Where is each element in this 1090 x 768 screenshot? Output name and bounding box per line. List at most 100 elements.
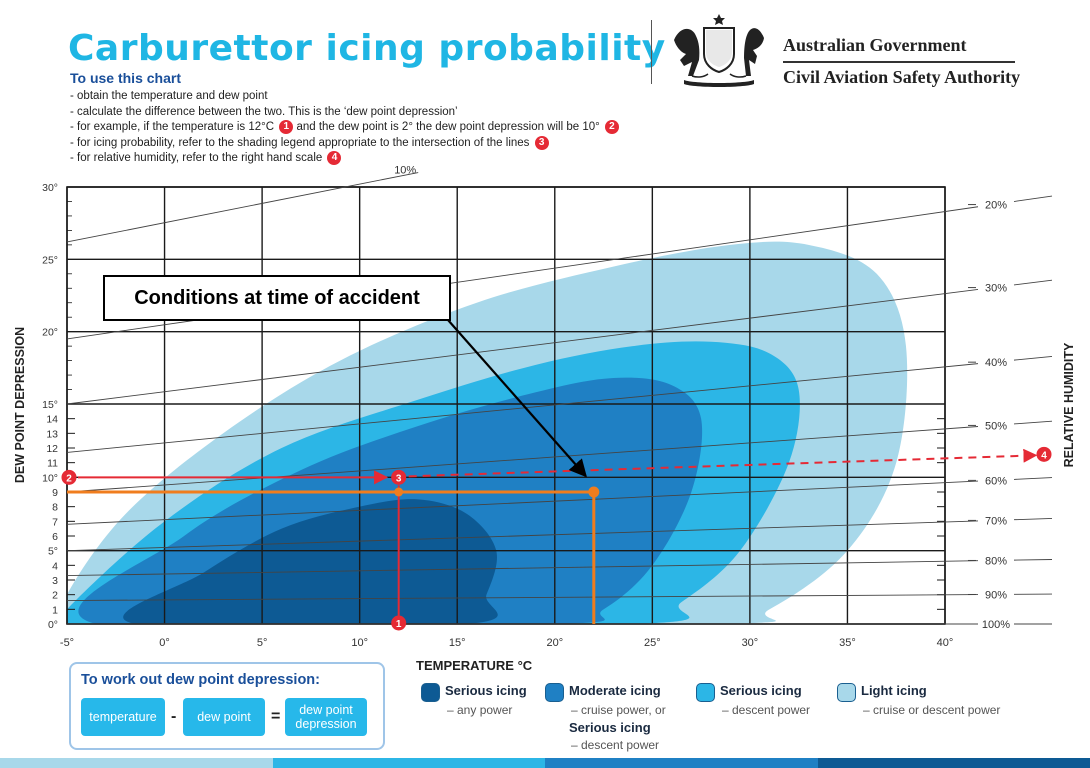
accident-point — [588, 486, 600, 498]
step-1: - obtain the temperature and dew point — [70, 90, 268, 102]
gov-name: Australian Government — [783, 35, 967, 55]
agency-name: Civil Aviation Safety Authority — [783, 67, 1021, 87]
step-4-text: - for icing probability, refer to the sh… — [70, 136, 530, 149]
x-tick-label: 40° — [937, 637, 954, 649]
icing-region-4 — [123, 499, 498, 624]
legend-sublabel-2: – descent power — [571, 738, 660, 752]
x-tick-label: 25° — [644, 637, 661, 649]
axis-ticks: -5° 0° 5° 10° 15° 20° 25° 30° 35° 40°0°12345°6789… — [42, 182, 953, 649]
step-3-text-b: and the dew point is 2° the dew point de… — [296, 121, 600, 134]
x-axis-title: TEMPERATURE °C — [416, 658, 533, 673]
humidity-line — [66, 560, 979, 577]
humidity-line — [66, 594, 979, 601]
humidity-label: 10% — [394, 165, 416, 177]
badge-4-label: 4 — [1041, 450, 1047, 461]
y-tick-label: 0° — [48, 619, 58, 631]
x-tick-label: 30° — [742, 637, 759, 649]
result-pill: dew point depression — [285, 698, 367, 736]
step-5-text: - for relative humidity, refer to the ri… — [70, 152, 323, 165]
badge-1 — [391, 615, 407, 631]
y-axis-title: DEW POINT DEPRESSION — [13, 327, 27, 483]
humidity-label: 30% — [985, 283, 1007, 295]
humidity-label: 100% — [982, 619, 1010, 631]
callout-arrow — [447, 319, 587, 478]
humidity-line-end — [1013, 518, 1053, 521]
humidity-label: 50% — [985, 420, 1007, 432]
result-line-1: dew point — [299, 703, 353, 717]
instruction-steps: - obtain the temperature and dew point -… — [70, 89, 619, 167]
y-tick-label: 25° — [42, 254, 58, 266]
y-tick-label: 14 — [46, 414, 58, 426]
badge-2-label: 2 — [66, 473, 72, 484]
marker-badge-2: 2 — [604, 120, 619, 135]
humidity-label: 80% — [985, 555, 1007, 567]
coat-of-arms-icon — [664, 10, 774, 97]
legend-label: Light icing — [861, 683, 927, 698]
humidity-label: 40% — [985, 357, 1007, 369]
dew-point-pill: dew point — [183, 698, 265, 736]
humidity-line — [66, 363, 979, 453]
x-tick-label: -5° — [60, 637, 74, 649]
page-title: Carburettor icing probability — [68, 28, 666, 69]
humidity-line-end — [1013, 477, 1053, 480]
x-tick-label: 20° — [546, 637, 563, 649]
marker-badge-1: 1 — [279, 120, 294, 135]
footer-segment — [272, 758, 545, 768]
footer-segment — [817, 758, 1090, 768]
legend-sublabel: – descent power — [722, 703, 811, 717]
callout-box — [103, 275, 451, 321]
temperature-pill: temperature — [81, 698, 165, 736]
humidity-line — [66, 426, 979, 493]
humidity-line — [66, 520, 979, 552]
chart-annotations: 1 2 3 4 Conditions at time of accident — [61, 275, 1052, 631]
humidity-label: 90% — [985, 589, 1007, 601]
equals-sign: = — [271, 708, 281, 725]
footer-segment — [0, 758, 273, 768]
y-tick-label: 3 — [52, 575, 58, 587]
x-tick-label: 0° — [159, 637, 170, 649]
legend-swatch — [421, 683, 440, 702]
y-tick-label: 8 — [52, 502, 58, 514]
x-tick-label: 5° — [257, 637, 268, 649]
badge-4 — [1036, 446, 1052, 462]
result-line-2: depression — [295, 717, 357, 731]
legend-label: Serious icing — [720, 683, 802, 698]
humidity-line — [66, 480, 979, 525]
marker-badge-3: 3 — [534, 135, 549, 150]
x-tick-label: 15° — [449, 637, 466, 649]
step-5: - for relative humidity, refer to the ri… — [70, 151, 619, 167]
legend-sublabel: – cruise power, or — [571, 703, 666, 717]
step-4: - for icing probability, refer to the sh… — [70, 135, 619, 152]
legend-swatch — [696, 683, 715, 702]
callout-text: Conditions at time of accident — [134, 287, 420, 309]
example-humidity-arrow — [408, 448, 1038, 478]
y-tick-label: 12 — [46, 443, 58, 455]
legend-sublabel: – any power — [447, 703, 513, 717]
y-tick-label: 5° — [48, 546, 58, 558]
y-tick-label: 2 — [52, 590, 58, 602]
x-tick-label: 35° — [839, 637, 856, 649]
badge-2 — [61, 469, 77, 485]
header-divider — [651, 20, 652, 84]
minus-sign: - — [171, 708, 177, 725]
y-tick-label: 1 — [52, 604, 58, 616]
y-tick-label: 6 — [52, 531, 58, 543]
y-tick-label: 30° — [42, 182, 58, 194]
humidity-line-end — [1013, 279, 1053, 286]
gov-rule — [783, 61, 1015, 63]
step-2: - calculate the difference between the t… — [70, 105, 458, 118]
footer-color-band — [0, 758, 1090, 768]
dew-point-formula-box: To work out dew point depression: temper… — [69, 662, 385, 750]
y-tick-label: 9 — [52, 487, 58, 499]
instructions-heading: To use this chart — [70, 70, 181, 86]
y-tick-label: 15° — [42, 399, 58, 411]
humidity-line — [66, 172, 419, 243]
y-tick-label: 13 — [46, 428, 58, 440]
legend-label-2: Serious icing — [569, 720, 651, 735]
humidity-line — [66, 289, 979, 405]
legend-label: Moderate icing — [569, 683, 661, 698]
y-tick-label: 4 — [52, 560, 58, 572]
legend-label: Serious icing — [445, 683, 527, 698]
icing-regions — [67, 241, 908, 624]
footer-segment — [545, 758, 818, 768]
